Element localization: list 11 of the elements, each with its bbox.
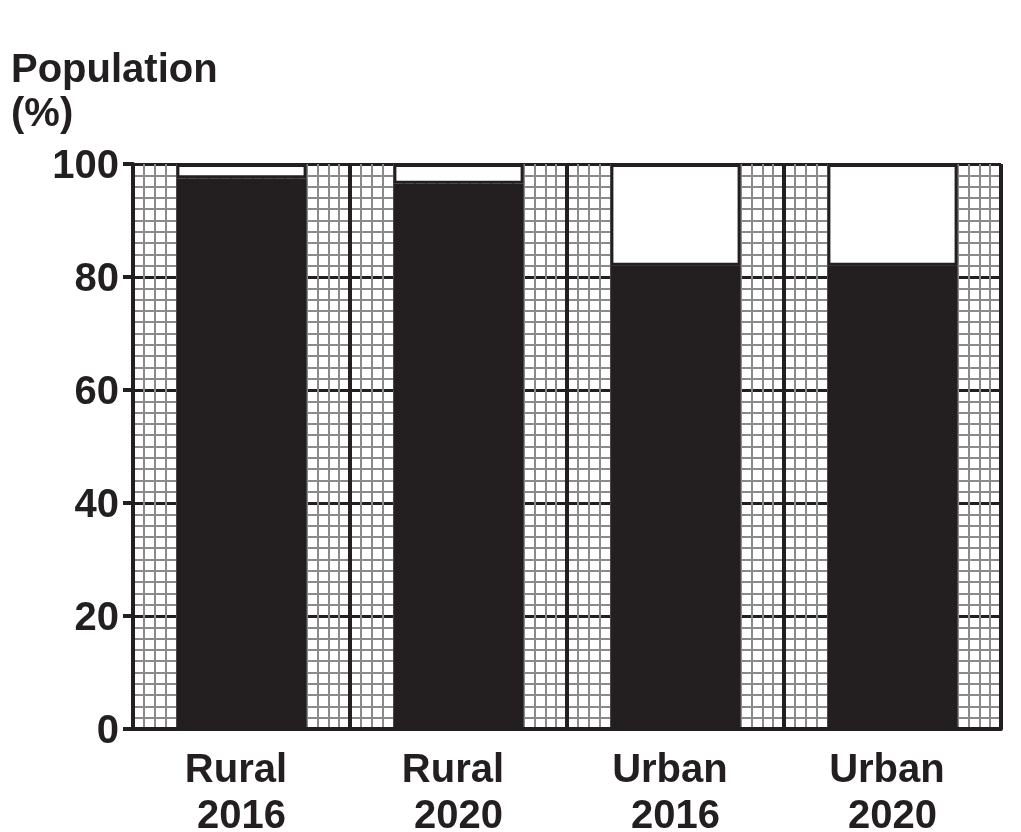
y-tick-label: 40 (74, 481, 119, 525)
x-tick-label: Urban 2016 (612, 746, 739, 832)
x-tick-label: Urban 2020 (829, 746, 956, 832)
x-tick-label: Rural 2016 (184, 746, 299, 832)
x-tick-label: Rural 2020 (401, 746, 516, 832)
y-axis-title: Population (%) (11, 46, 218, 134)
y-tick-label: 0 (96, 707, 119, 751)
y-tick-label: 80 (74, 255, 119, 299)
y-tick-label: 60 (74, 368, 119, 412)
y-tick-label: 100 (52, 142, 119, 186)
y-tick-label: 20 (74, 594, 119, 638)
